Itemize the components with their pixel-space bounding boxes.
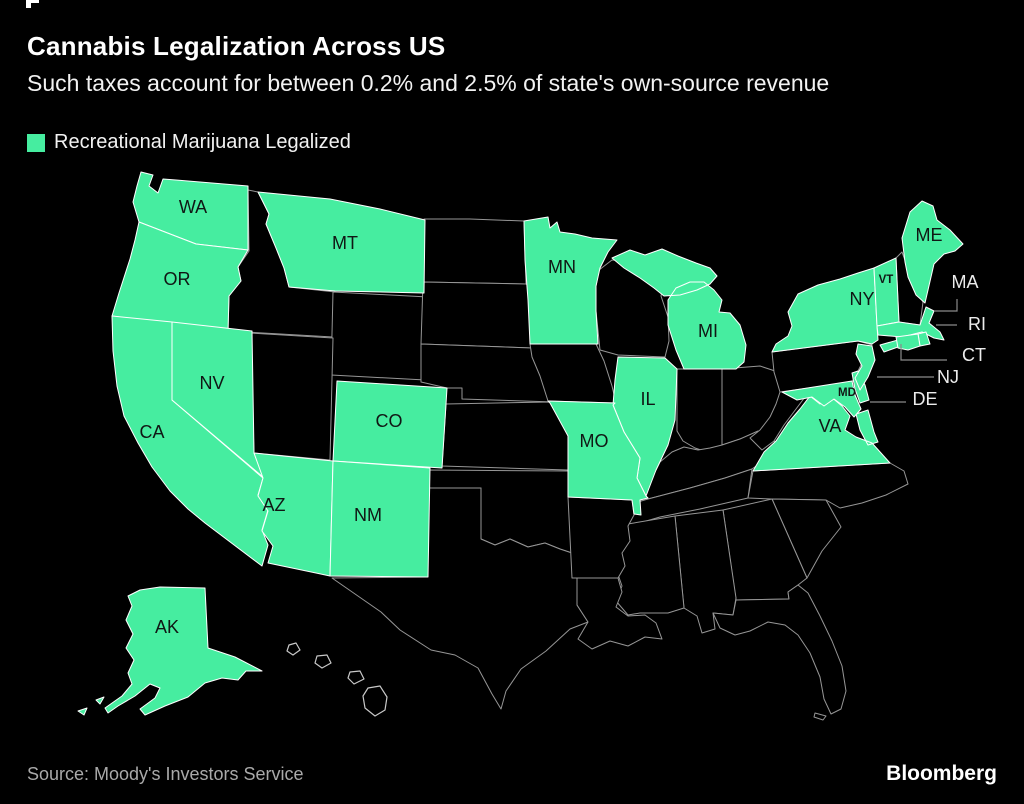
state-nc [747, 462, 909, 509]
state-label-mn: MN [548, 257, 576, 277]
state-nj [854, 343, 876, 391]
page-subtitle: Such taxes account for between 0.2% and … [27, 70, 830, 96]
bloomberg-logo: Bloomberg [886, 762, 997, 785]
state-label-ca: CA [139, 422, 164, 442]
states-default [227, 189, 924, 721]
state-mt [257, 191, 426, 294]
callout-label-de: DE [912, 389, 937, 409]
state-label-nm: NM [354, 505, 382, 525]
state-label-ak: AK [155, 617, 179, 637]
state-la [576, 577, 663, 650]
state-md [781, 380, 862, 418]
callout-label-nj: NJ [937, 367, 959, 387]
state-label-me: ME [916, 225, 943, 245]
state-sd [420, 281, 535, 349]
state-ut [249, 332, 334, 461]
state-nd [422, 218, 527, 285]
state-label-ny: NY [849, 289, 874, 309]
state-label-az: AZ [262, 495, 285, 515]
legend: Recreational Marijuana Legalized [27, 131, 351, 154]
screen-artifact [26, 0, 39, 8]
state-in [676, 368, 723, 454]
state-ak [77, 586, 263, 716]
state-labels: WA MT OR MN ME NY MI NV IL CO CA MO VA A… [139, 197, 942, 637]
leader-ct [900, 344, 947, 361]
state-label-co: CO [376, 411, 403, 431]
states-legalized [77, 171, 964, 716]
state-ct [895, 333, 921, 351]
state-label-or: OR [164, 269, 191, 289]
legend-label: Recreational Marijuana Legalized [54, 131, 351, 153]
state-ks [441, 401, 569, 471]
state-vt [873, 257, 900, 327]
callout-label-ri: RI [968, 314, 986, 334]
source-credit: Source: Moody's Investors Service [27, 764, 304, 784]
state-nm [329, 460, 431, 578]
state-label-mi: MI [698, 321, 718, 341]
state-label-md: MD [838, 387, 856, 399]
state-label-vt: VT [879, 274, 894, 286]
state-label-nv: NV [199, 373, 224, 393]
legend-swatch-icon [27, 133, 45, 152]
state-ca [111, 315, 269, 567]
state-al [674, 509, 737, 634]
page-title: Cannabis Legalization Across US [27, 31, 446, 61]
state-mo [547, 400, 649, 516]
state-mi [611, 248, 747, 370]
state-or [111, 221, 249, 332]
state-mn [523, 216, 618, 345]
state-tx [331, 487, 589, 710]
state-label-wa: WA [179, 197, 207, 217]
state-hi [286, 642, 388, 717]
state-label-mo: MO [580, 431, 609, 451]
state-co [332, 380, 448, 469]
callout-labels: MA RI CT NJ DE [912, 272, 986, 409]
state-label-va: VA [819, 416, 842, 436]
state-label-il: IL [640, 389, 655, 409]
state-fl [712, 584, 847, 721]
leader-ma [934, 299, 958, 312]
callout-label-ct: CT [962, 345, 986, 365]
state-me [901, 200, 964, 304]
callout-leaders [870, 299, 958, 403]
state-label-mt: MT [332, 233, 358, 253]
state-ar [567, 496, 635, 579]
callout-label-ma: MA [952, 272, 979, 292]
